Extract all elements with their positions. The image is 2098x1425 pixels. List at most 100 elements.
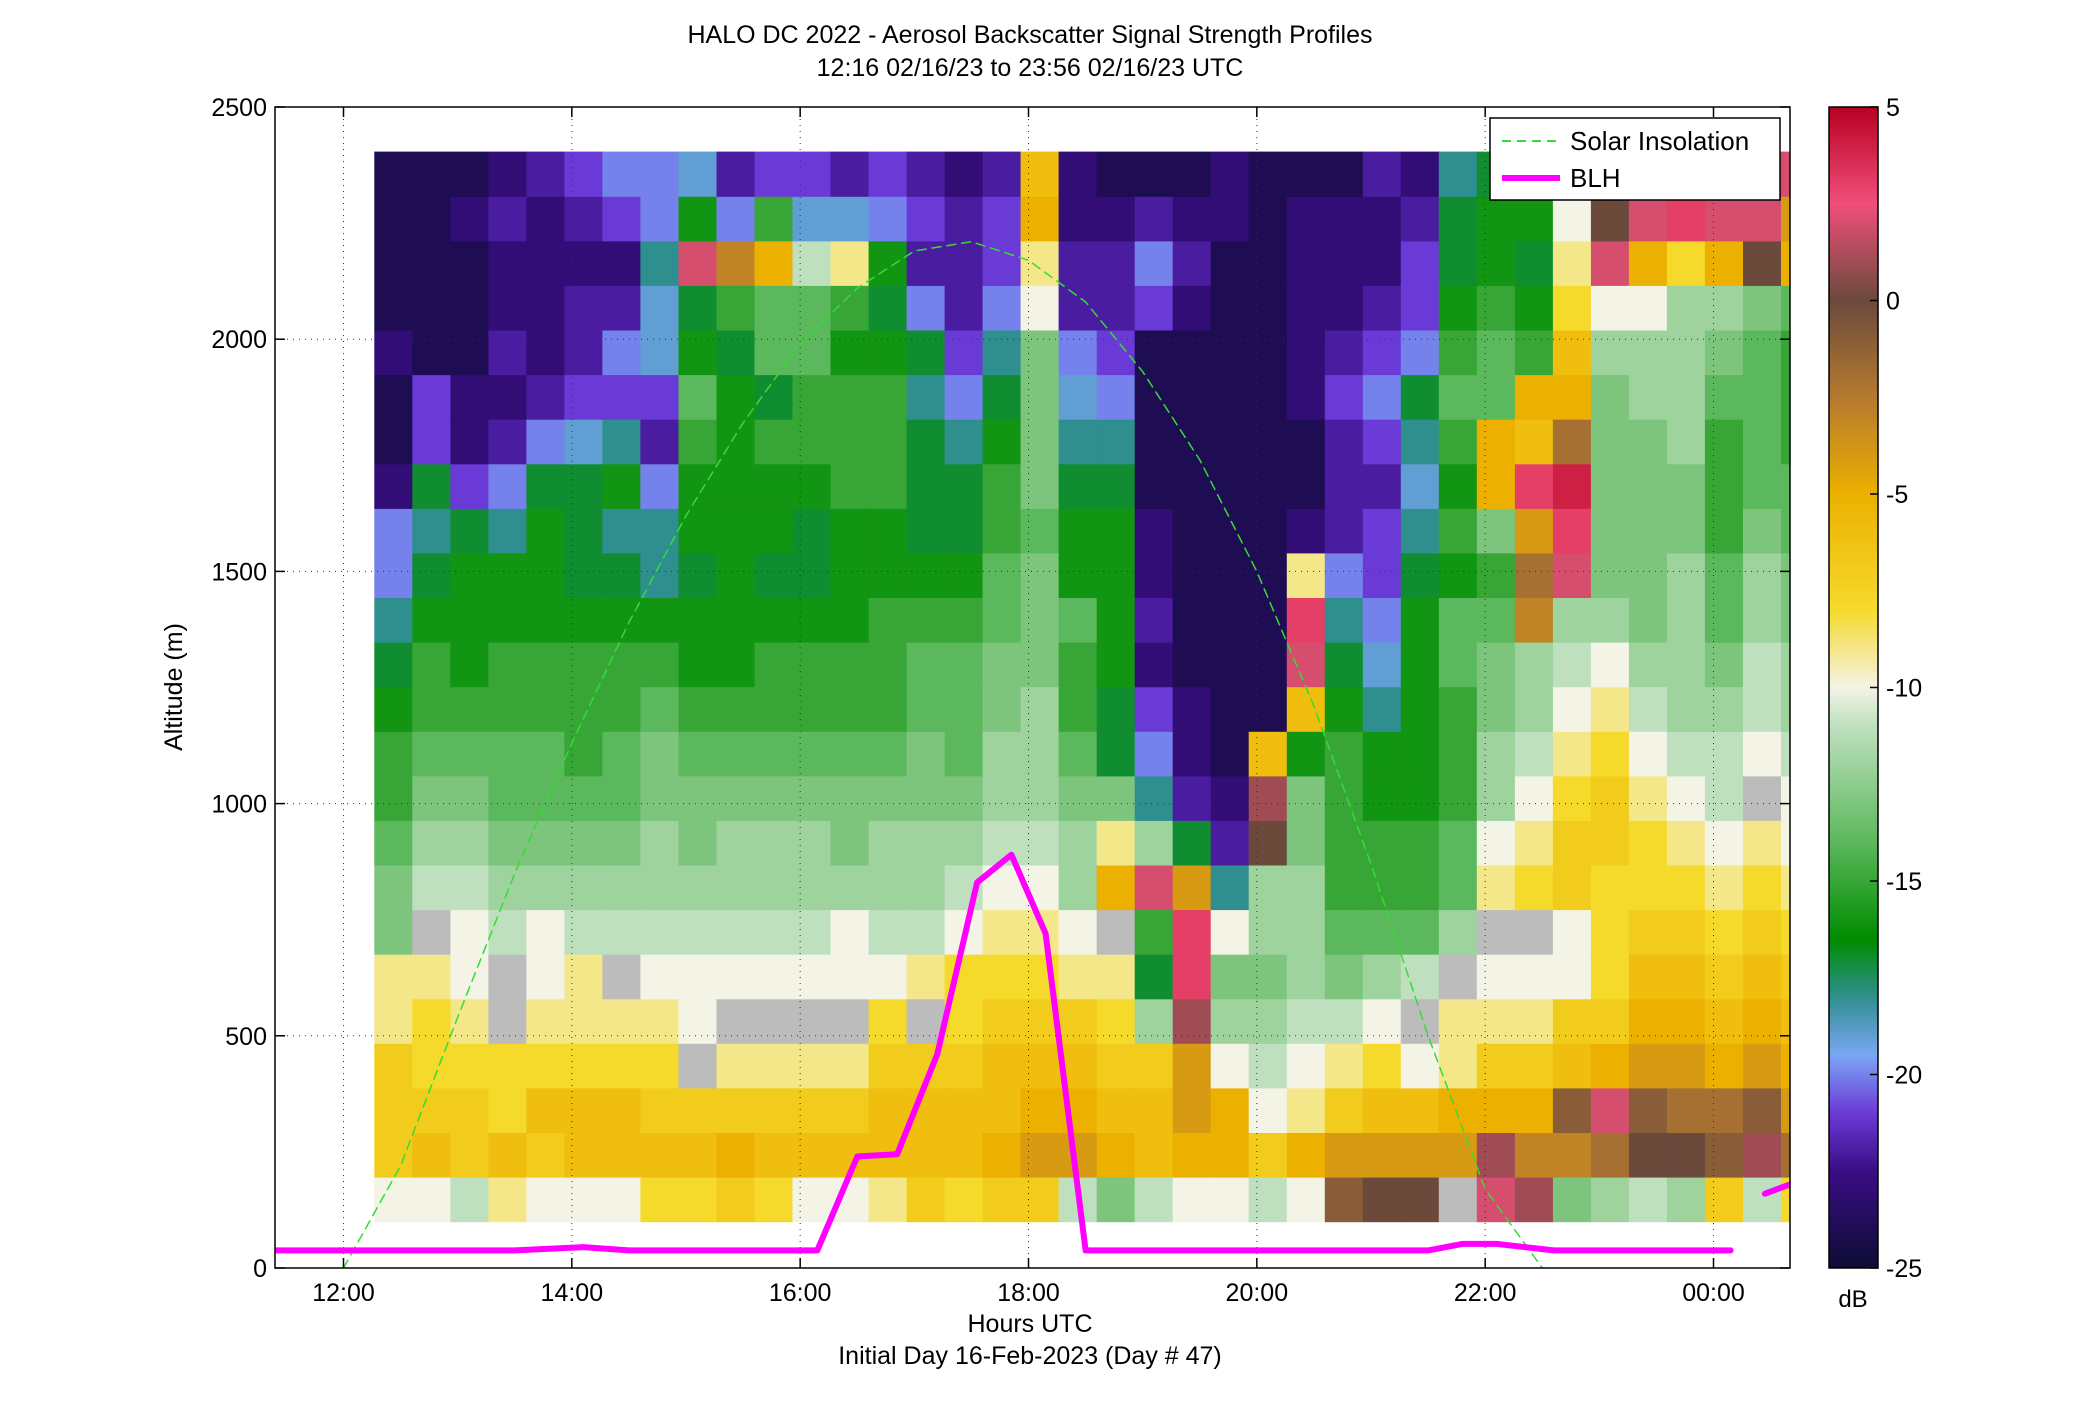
heatmap-cell xyxy=(1476,374,1516,420)
heatmap-cell xyxy=(1704,1043,1744,1089)
heatmap-cell xyxy=(1590,1087,1630,1133)
x-axis-sublabel: Initial Day 16-Feb-2023 (Day # 47) xyxy=(838,1342,1222,1370)
heatmap-cell xyxy=(1971,152,2010,197)
heatmap-cell xyxy=(754,419,794,465)
heatmap-cell xyxy=(716,775,756,821)
heatmap-cell xyxy=(1590,1177,1630,1223)
heatmap-cell xyxy=(1628,329,1668,376)
heatmap-cell xyxy=(602,196,641,242)
y-tick-label: 2500 xyxy=(211,94,267,122)
heatmap-cell xyxy=(640,329,679,376)
heatmap-cell xyxy=(944,419,984,465)
heatmap-cell xyxy=(1324,1132,1364,1178)
heatmap-cell xyxy=(1286,285,1326,331)
legend-box xyxy=(1489,117,1781,201)
heatmap-cell xyxy=(906,374,946,420)
heatmap-cell xyxy=(2085,865,2098,910)
heatmap-cell xyxy=(374,552,413,598)
heatmap-cell xyxy=(1172,151,1212,197)
heatmap-cell xyxy=(2009,597,2048,642)
heatmap-cell xyxy=(678,954,718,1000)
heatmap-cell xyxy=(754,998,794,1044)
heatmap-cell xyxy=(1134,1132,1174,1178)
heatmap-cell xyxy=(1058,998,1098,1044)
heatmap-cell xyxy=(2009,731,2048,776)
heatmap-cell xyxy=(602,151,641,197)
heatmap-cell xyxy=(1895,731,1934,776)
heatmap-cell xyxy=(716,864,756,911)
heatmap-cell xyxy=(1743,1177,1782,1223)
heatmap-cell xyxy=(716,1043,756,1089)
heatmap-cell xyxy=(678,419,718,465)
heatmap-cell xyxy=(1895,1088,1934,1133)
heatmap-cell xyxy=(1704,1132,1744,1178)
heatmap-cell xyxy=(564,1132,603,1178)
heatmap-cell xyxy=(1096,374,1136,420)
heatmap-cell xyxy=(1172,909,1212,955)
series-lines xyxy=(275,240,1790,1268)
heatmap-cell xyxy=(1400,1177,1440,1223)
heatmap-cell xyxy=(1933,687,1972,732)
heatmap-cell xyxy=(450,1177,489,1223)
heatmap-cell xyxy=(1781,686,1790,732)
heatmap-cell xyxy=(1248,775,1288,821)
x-tick-label: 00:00 xyxy=(1682,1279,1745,1307)
heatmap-cell xyxy=(716,196,756,242)
heatmap-cell xyxy=(564,508,603,554)
heatmap-cell xyxy=(1590,864,1630,911)
heatmap-cell xyxy=(792,196,832,242)
heatmap-cell xyxy=(1552,1177,1592,1223)
heatmap-cell xyxy=(1096,775,1136,821)
heatmap-cell xyxy=(754,1087,794,1133)
heatmap-cell xyxy=(1248,864,1288,911)
heatmap-cell xyxy=(754,820,794,866)
heatmap-cell xyxy=(1704,686,1744,732)
heatmap-cell xyxy=(1438,1132,1478,1178)
heatmap-cell xyxy=(1362,864,1402,911)
heatmap-cell xyxy=(1248,731,1288,777)
heatmap-cell xyxy=(1210,1043,1250,1089)
heatmap-cell xyxy=(488,998,527,1044)
heatmap-cell xyxy=(1704,642,1744,688)
heatmap-cell xyxy=(1933,642,1972,687)
heatmap-cell xyxy=(1172,820,1212,866)
heatmap-cell xyxy=(1476,463,1516,509)
heatmap-cell xyxy=(2085,1088,2098,1133)
heatmap-cell xyxy=(564,463,603,509)
heatmap-cell xyxy=(1628,1177,1668,1223)
heatmap-cell xyxy=(1781,909,1790,955)
heatmap-cell xyxy=(2009,910,2048,955)
heatmap-cell xyxy=(1628,998,1668,1044)
heatmap-cell xyxy=(1096,909,1136,955)
heatmap-cell xyxy=(564,1087,603,1133)
heatmap-cell xyxy=(412,597,451,643)
heatmap-cell xyxy=(1743,864,1782,911)
heatmap-cell xyxy=(1020,329,1060,376)
heatmap-cell xyxy=(1438,151,1478,197)
heatmap-cell xyxy=(1400,864,1440,911)
heatmap-cell xyxy=(1743,998,1782,1044)
heatmap-cell xyxy=(944,552,984,598)
heatmap-cell xyxy=(1286,775,1326,821)
heatmap-cell xyxy=(716,820,756,866)
heatmap-cell xyxy=(1590,508,1630,554)
heatmap-cell xyxy=(830,954,870,1000)
heatmap-cell xyxy=(1020,1132,1060,1178)
heatmap-cell xyxy=(868,329,908,376)
heatmap-cell xyxy=(1743,329,1782,376)
heatmap-cell xyxy=(830,642,870,688)
heatmap-cell xyxy=(1438,775,1478,821)
heatmap-cell xyxy=(1020,686,1060,732)
heatmap-cell xyxy=(1628,954,1668,1000)
heatmap-cell xyxy=(450,864,489,911)
heatmap-cell xyxy=(1096,731,1136,777)
heatmap-cell xyxy=(602,374,641,420)
heatmap-cell xyxy=(1362,285,1402,331)
heatmap-cell xyxy=(1096,597,1136,643)
heatmap-cell xyxy=(906,508,946,554)
heatmap-cell xyxy=(1781,196,1790,242)
heatmap-cell xyxy=(1704,552,1744,598)
heatmap-cell xyxy=(1096,820,1136,866)
heatmap-cell xyxy=(1628,909,1668,955)
heatmap-cell xyxy=(1666,998,1706,1044)
